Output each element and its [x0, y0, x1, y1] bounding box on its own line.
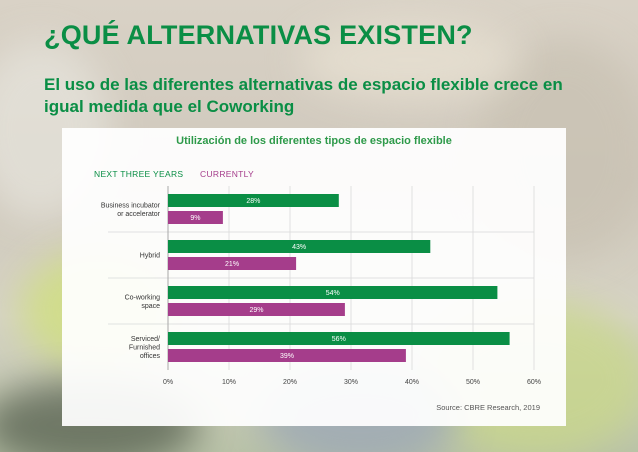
- bar: [168, 240, 431, 253]
- legend-next-three-years: NEXT THREE YEARS: [94, 169, 184, 179]
- slide-subtitle: El uso de las diferentes alternativas de…: [44, 75, 563, 116]
- data-label: 21%: [225, 261, 239, 268]
- data-label: 54%: [326, 290, 340, 297]
- category-label: space: [141, 303, 160, 310]
- bar: [168, 211, 223, 224]
- x-tick-label: 0%: [163, 379, 173, 386]
- x-tick-label: 20%: [283, 379, 297, 386]
- data-label: 56%: [332, 336, 346, 343]
- data-label: 29%: [249, 307, 263, 314]
- slide-title: ¿QUÉ ALTERNATIVAS EXISTEN?: [44, 20, 473, 50]
- bar: [168, 303, 345, 316]
- bar: [168, 257, 297, 270]
- category-label: Serviced/: [131, 336, 160, 343]
- data-label: 28%: [246, 198, 260, 205]
- x-tick-label: 10%: [222, 379, 236, 386]
- bar: [168, 349, 406, 362]
- bar: [168, 194, 339, 207]
- bar: [168, 286, 498, 299]
- category-label: Hybrid: [140, 253, 160, 260]
- x-tick-label: 40%: [405, 379, 419, 386]
- category-label: or accelerator: [117, 211, 160, 218]
- x-tick-label: 60%: [527, 379, 541, 386]
- x-tick-label: 30%: [344, 379, 358, 386]
- category-label: Business incubator: [101, 202, 161, 209]
- category-label: Co-working: [125, 294, 161, 301]
- data-label: 9%: [190, 215, 200, 222]
- category-label: offices: [140, 353, 161, 360]
- chart-title: Utilización de los diferentes tipos de e…: [176, 135, 452, 147]
- x-tick-label: 50%: [466, 379, 480, 386]
- data-label: 43%: [292, 244, 306, 251]
- data-label: 39%: [280, 353, 294, 360]
- bar-chart: 0% 10% 20% 30% 40% 50% 60% 28% 9% Business incuba…: [101, 186, 541, 386]
- legend-currently: CURRENTLY: [200, 169, 255, 179]
- chart-source: Source: CBRE Research, 2019: [436, 403, 540, 412]
- bar: [168, 332, 510, 345]
- chart-panel: Utilización de los diferentes tipos de e…: [62, 128, 566, 426]
- category-label: Furnished: [129, 345, 160, 352]
